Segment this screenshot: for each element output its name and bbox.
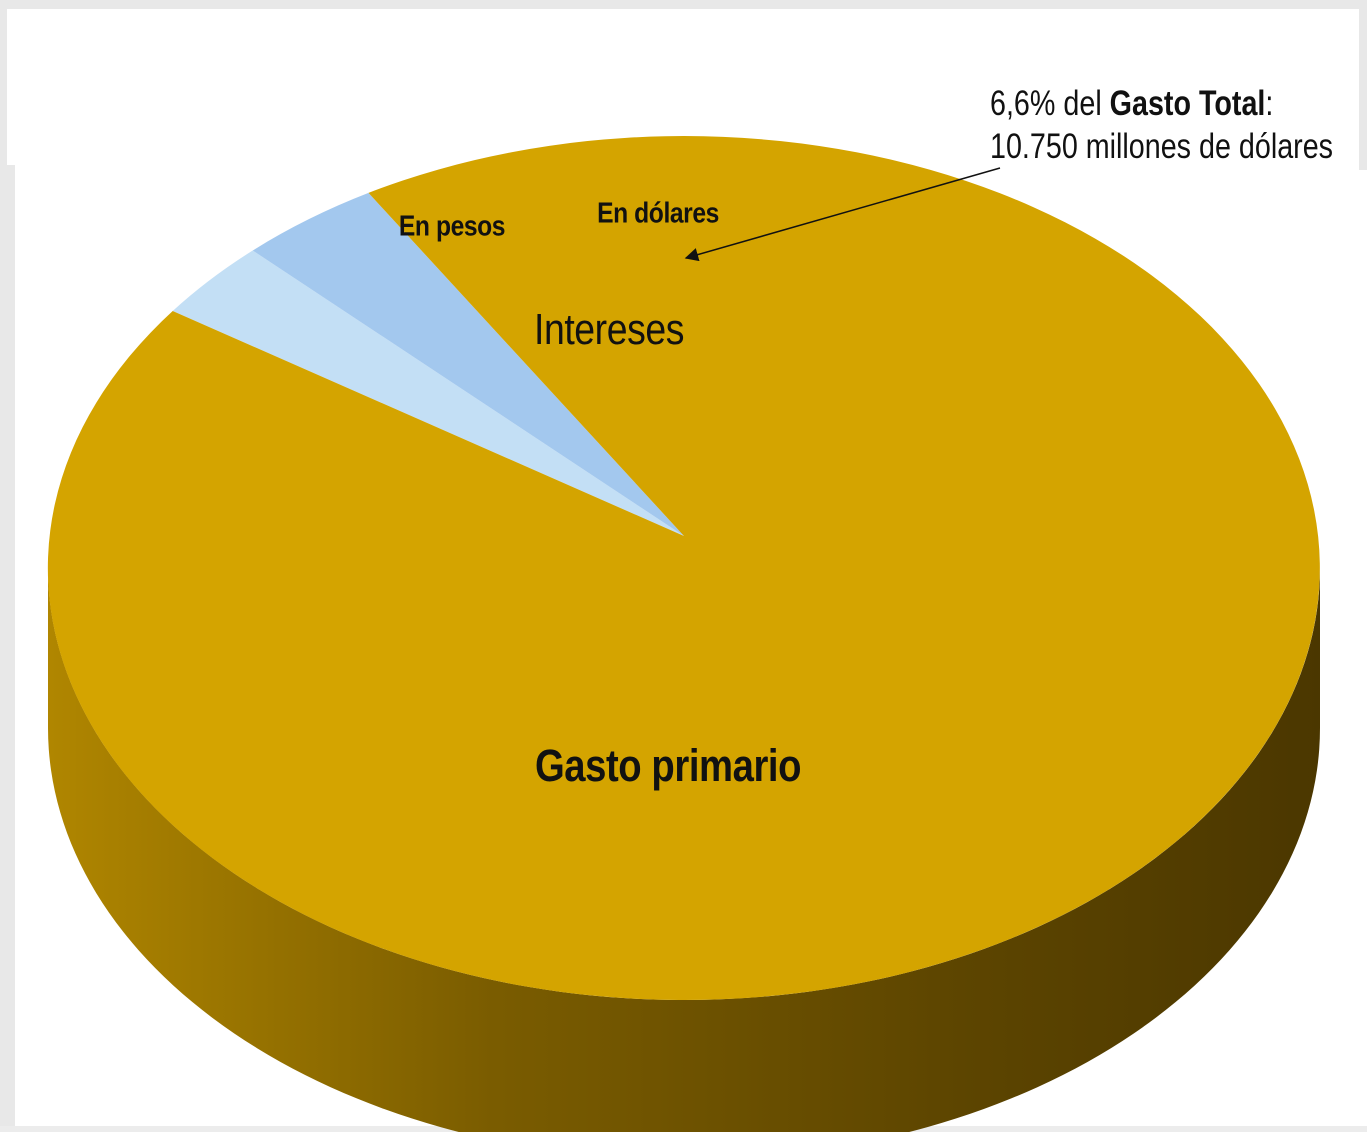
annotation-text: 6,6% del Gasto Total: 10.750 millones de… xyxy=(990,82,1333,168)
frame-left-border-upper xyxy=(0,0,7,165)
group-label-intereses: Intereses xyxy=(533,305,685,354)
annotation-line-2: 10.750 millones de dólares xyxy=(990,127,1334,166)
slice-label-gasto-primario: Gasto primario xyxy=(534,740,802,791)
annotation-bold-term: Gasto Total xyxy=(1109,84,1266,123)
slice-label-en-pesos: En pesos xyxy=(398,210,506,243)
frame-left-border xyxy=(0,165,15,1132)
annotation-arrow xyxy=(684,167,1001,262)
pie-slice-en-dólares xyxy=(252,192,684,536)
slice-label-en-dolares: En dólares xyxy=(597,197,719,230)
frame-top-border xyxy=(0,0,1367,9)
pie-slice-en-pesos xyxy=(172,250,684,536)
frame-right-border xyxy=(1359,0,1367,170)
pie-side-wall xyxy=(48,568,1320,1132)
pie-slice-gasto-primario xyxy=(47,136,1320,1001)
annotation-prefix: 6,6% del xyxy=(990,84,1110,123)
annotation-line-1: 6,6% del Gasto Total: xyxy=(990,82,1333,125)
annotation-suffix: : xyxy=(1265,84,1274,123)
